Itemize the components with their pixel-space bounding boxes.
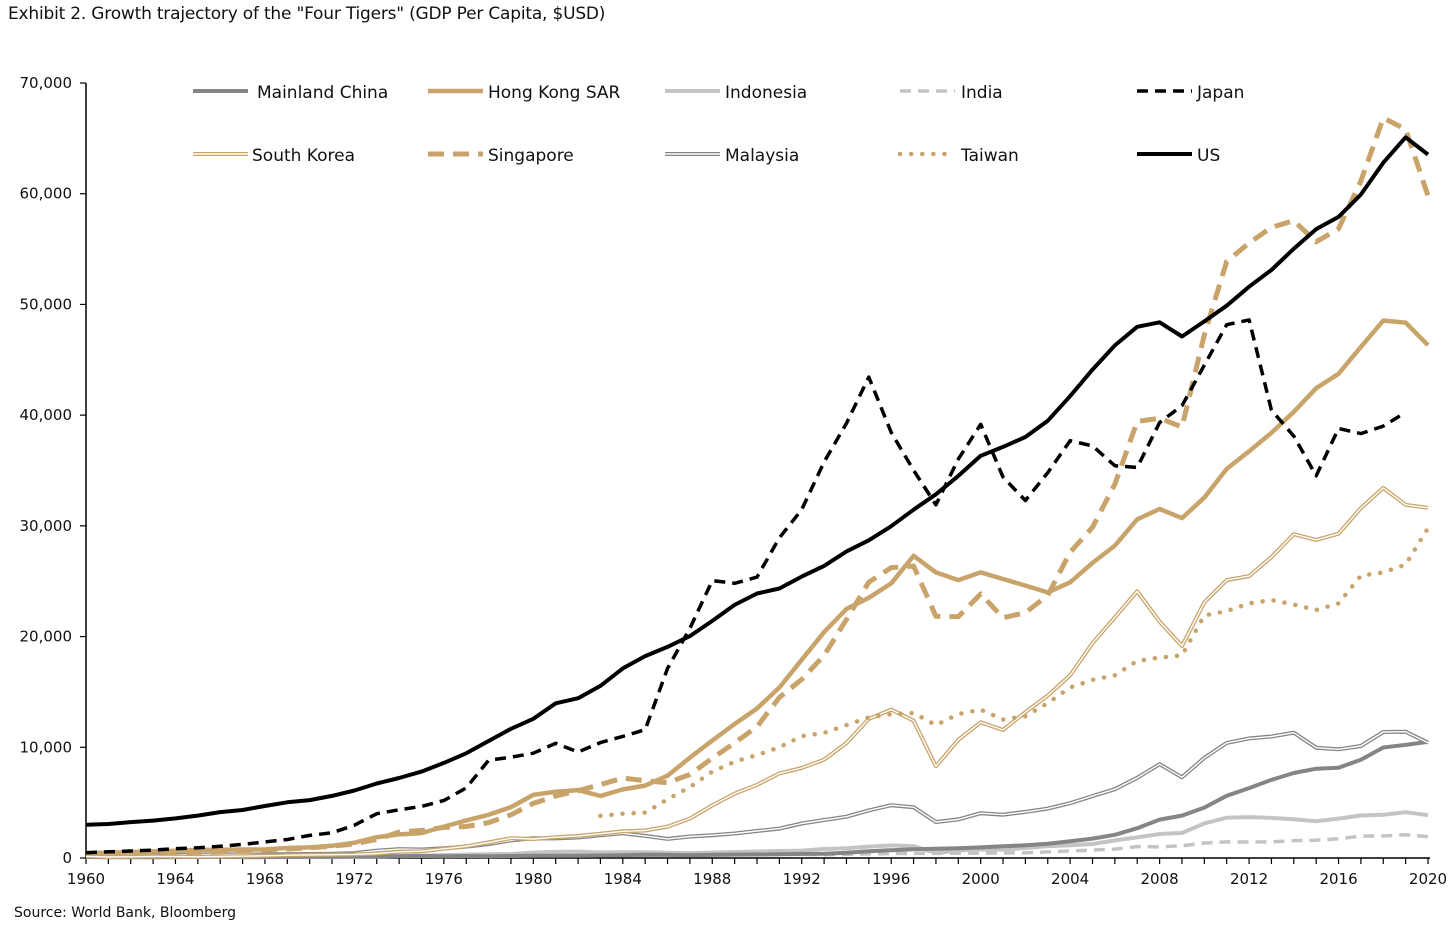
y-tick-label: 60,000 [20,185,73,203]
series-line-japan [85,318,1407,855]
x-tick-label: 1964 [156,870,194,888]
series-line-singapore [85,115,1431,856]
axes: 0 10,000 20,000 30,000 40,000 50,000 60,000 70,… [20,74,1448,888]
x-tick-label: 2020 [1409,870,1447,888]
x-tick-label: 2000 [962,870,1000,888]
legend-label-taiwan: Taiwan [960,146,1019,166]
x-tick-label: 2008 [1141,870,1179,888]
legend-label-hong-kong: Hong Kong SAR [488,83,621,103]
legend-label-india: India [961,83,1003,103]
x-tick-label: 1980 [514,870,552,888]
legend-label-south-korea: South Korea [252,146,355,166]
x-tick-label: 2016 [1319,870,1357,888]
source-note: Source: World Bank, Bloomberg [14,905,237,921]
x-tick-label: 1996 [872,870,910,888]
series-line-malaysia [86,729,1429,858]
y-tick-label: 70,000 [20,74,73,92]
legend-label-mainland-china: Mainland China [257,83,388,103]
y-tick-label: 20,000 [20,628,73,646]
series-line-hong-kong-sar [85,318,1430,856]
x-tick-label: 1960 [67,870,105,888]
series-line-taiwan [598,525,1431,819]
y-tick-label: 0 [62,849,72,867]
series-lines [85,115,1431,860]
x-tick-label: 1988 [693,870,731,888]
chart-title: Exhibit 2. Growth trajectory of the "Fou… [8,4,606,24]
x-tick-label: 1972 [335,870,373,888]
y-tick-label: 40,000 [20,406,73,424]
legend-label-japan: Japan [1196,83,1244,103]
legend-label-singapore: Singapore [488,146,574,166]
legend-label-us: US [1197,146,1220,166]
x-tick-label: 2012 [1230,870,1268,888]
y-tick-label: 50,000 [20,295,73,313]
series-line-malaysia-inner [86,731,1429,857]
legend-label-malaysia: Malaysia [725,146,799,166]
x-tick-label: 2004 [1051,870,1089,888]
y-tick-label: 30,000 [20,517,73,535]
y-tick-label: 10,000 [20,738,73,756]
series-line-south-korea-inner [85,487,1429,858]
series-line-us [85,135,1430,827]
legend-label-indonesia: Indonesia [725,83,807,103]
x-tick-label: 1968 [246,870,284,888]
x-tick-label: 1984 [604,870,642,888]
legend: Mainland China Hong Kong SAR Indonesia I… [193,83,1244,166]
x-tick-label: 1976 [425,870,463,888]
x-tick-label: 1992 [783,870,821,888]
